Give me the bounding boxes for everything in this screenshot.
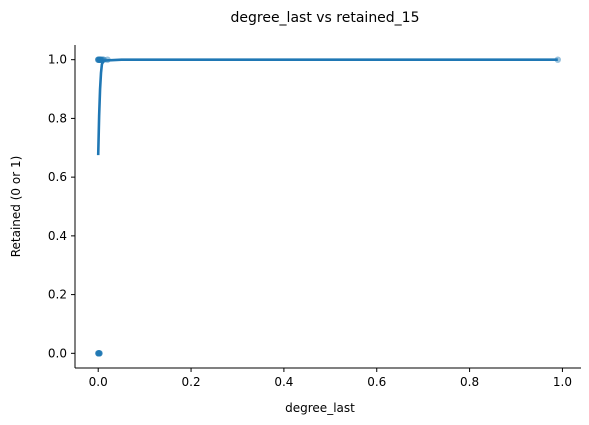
y-tick-label: 0.8 xyxy=(48,111,67,125)
y-tick-label: 0.6 xyxy=(48,170,67,184)
x-ticks: 0.0 0.2 0.4 0.6 0.8 1.0 xyxy=(89,368,572,389)
y-ticks: 0.0 0.2 0.4 0.6 0.8 1.0 xyxy=(48,53,75,360)
data-point xyxy=(95,56,103,63)
data-point xyxy=(95,350,103,357)
chart-title: degree_last vs retained_15 xyxy=(231,10,420,26)
data-point xyxy=(96,56,104,63)
data-point xyxy=(96,56,103,63)
x-axis-label: degree_last xyxy=(285,401,355,415)
data-point xyxy=(95,56,103,63)
fit-line-group xyxy=(96,58,558,156)
data-point xyxy=(95,350,102,357)
x-tick-label: 1.0 xyxy=(553,375,572,389)
axes-group xyxy=(74,45,581,369)
data-point xyxy=(96,350,103,357)
data-points xyxy=(95,56,561,357)
fit-line xyxy=(96,58,558,156)
y-tick-label: 0.2 xyxy=(48,288,67,302)
y-tick-label: 1.0 xyxy=(48,53,67,67)
y-tick-label: 0.4 xyxy=(48,229,67,243)
x-tick-label: 0.8 xyxy=(460,375,479,389)
data-point xyxy=(95,56,102,63)
x-tick-label: 0.6 xyxy=(367,375,386,389)
data-point xyxy=(95,350,102,357)
x-tick-label: 0.4 xyxy=(274,375,293,389)
data-point xyxy=(95,56,102,63)
data-point xyxy=(95,56,102,63)
y-axis-label: Retained (0 or 1) xyxy=(9,156,23,258)
data-point xyxy=(96,56,104,63)
x-tick-label: 0.2 xyxy=(182,375,201,389)
data-point xyxy=(95,350,102,357)
data-point xyxy=(96,350,103,357)
y-tick-label: 0.0 xyxy=(48,346,67,360)
data-point xyxy=(95,350,103,357)
x-tick-label: 0.0 xyxy=(89,375,108,389)
